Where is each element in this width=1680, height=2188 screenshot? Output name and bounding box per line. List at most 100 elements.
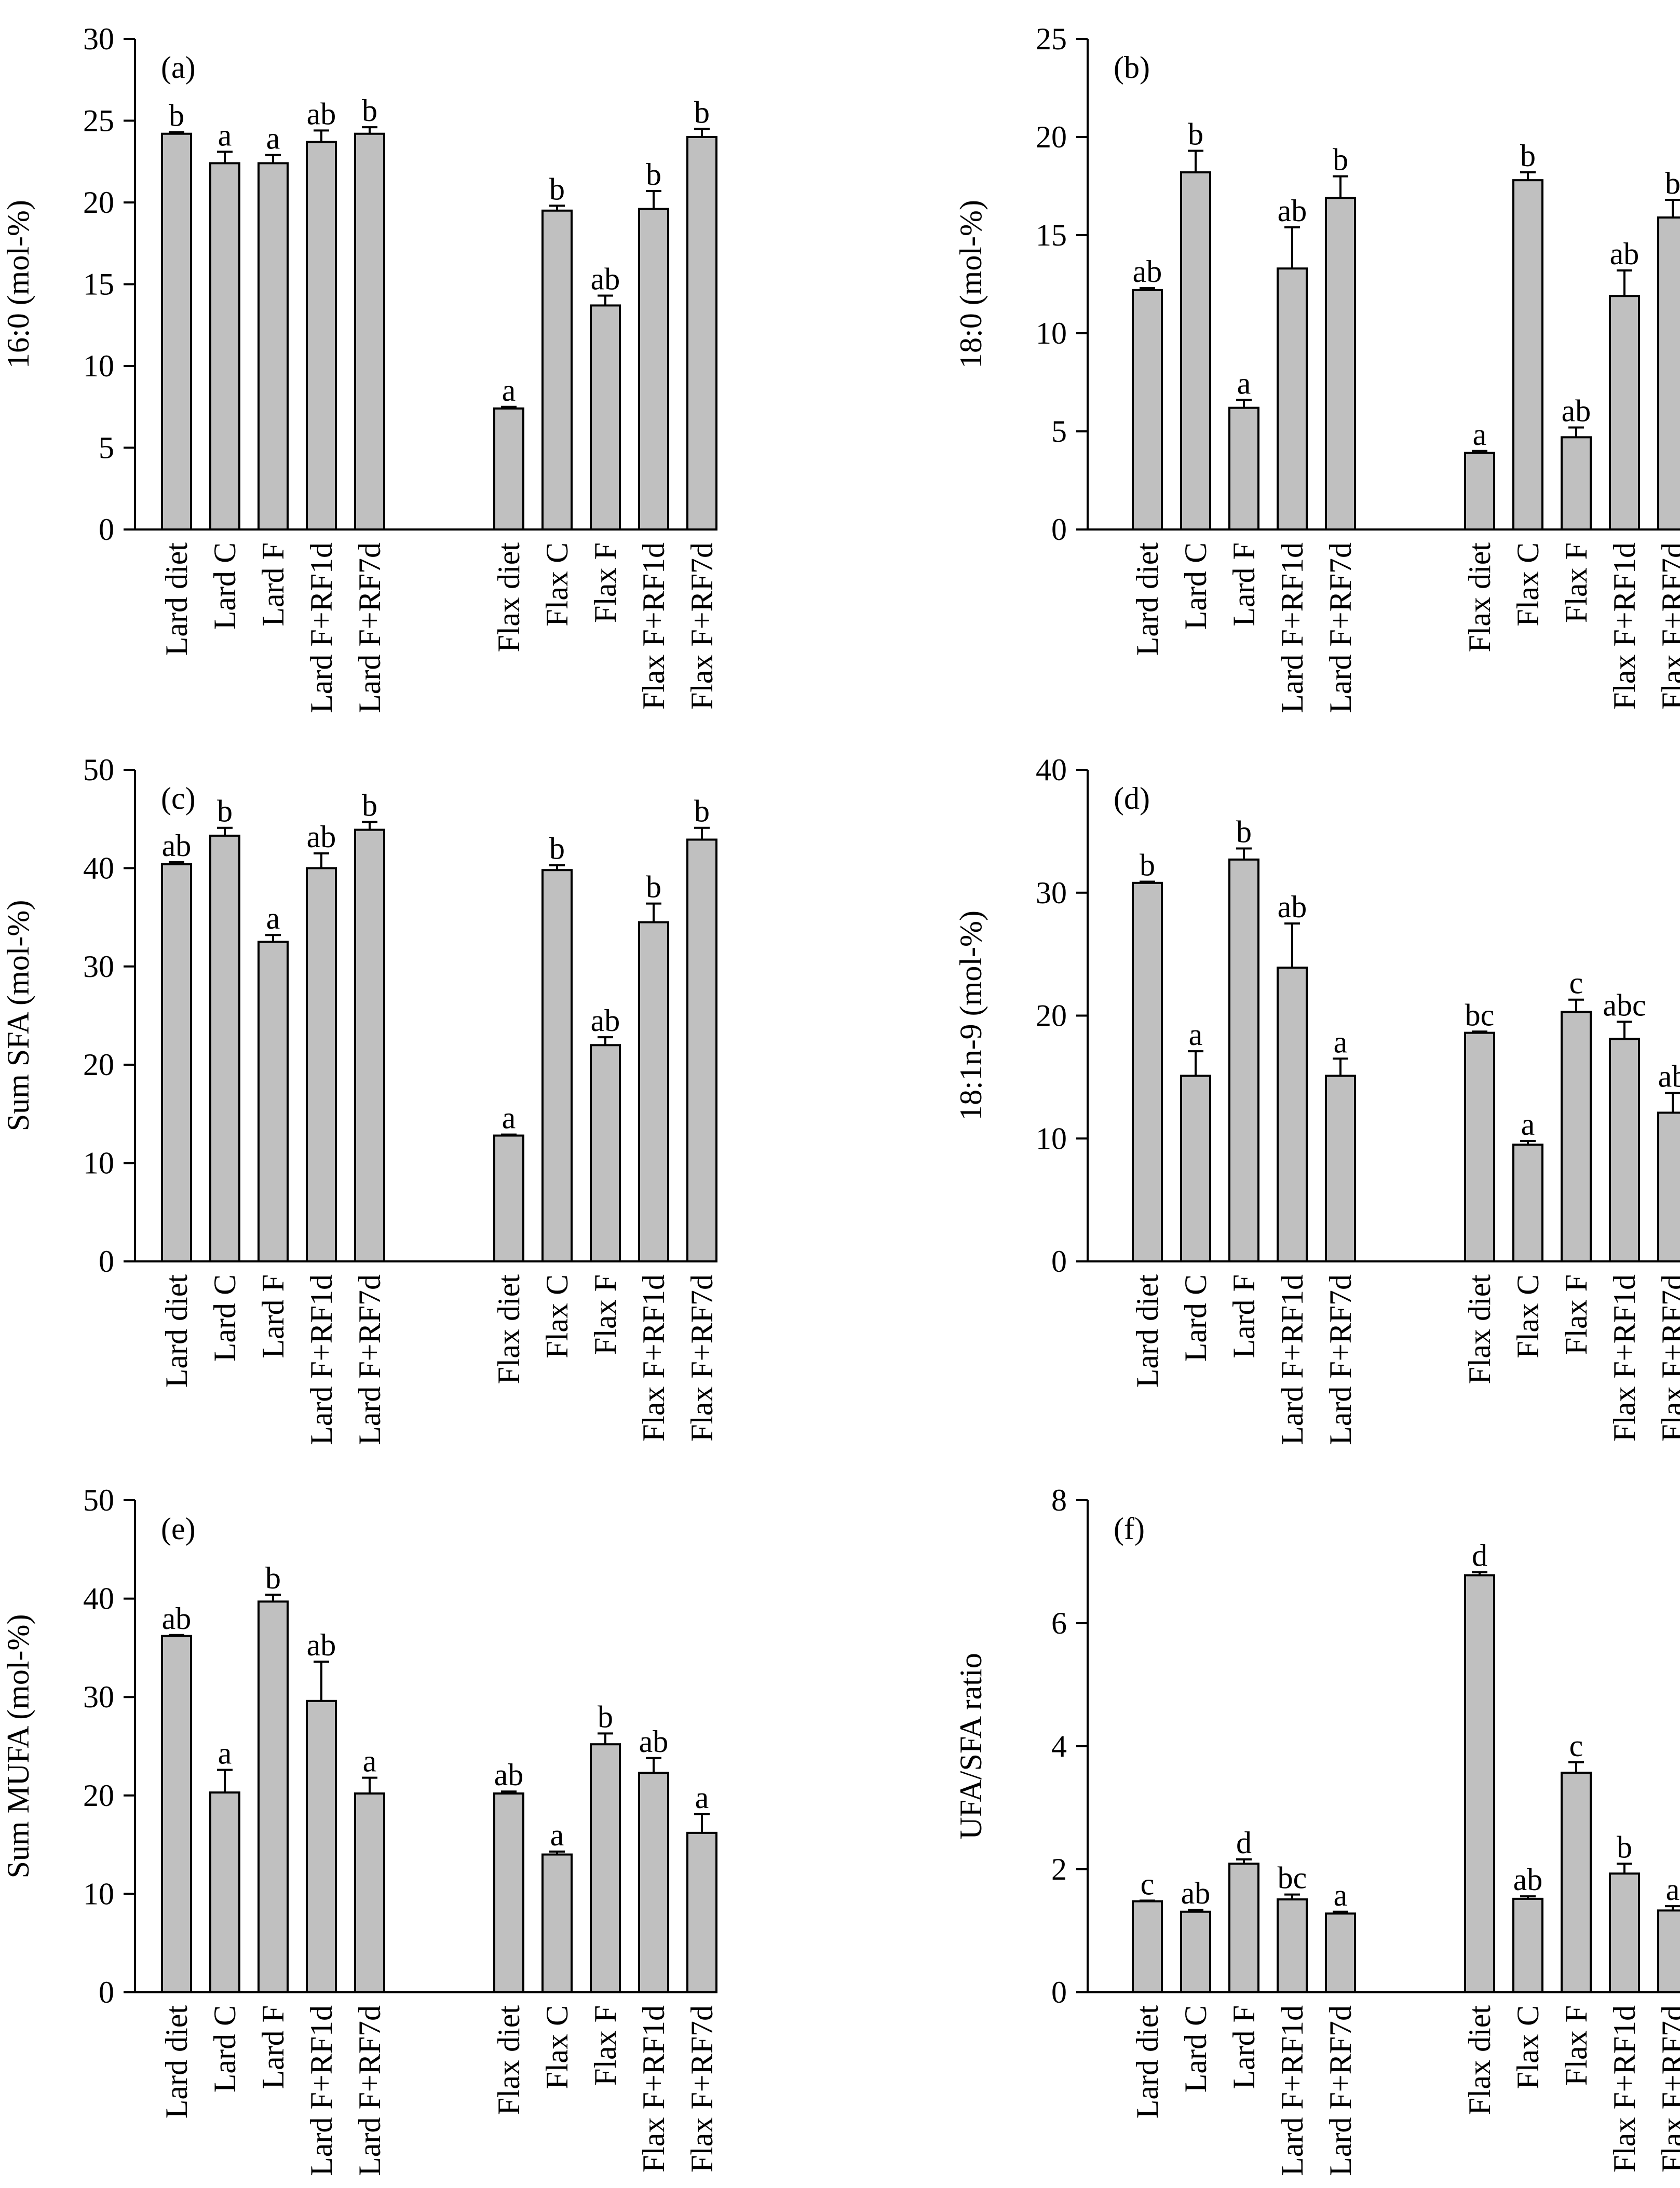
significance-label: b xyxy=(694,95,710,129)
bar xyxy=(1180,1075,1211,1263)
y-tick-label: 5 xyxy=(1051,414,1067,449)
x-tick-label: Lard F+RF7d xyxy=(1323,2005,1358,2176)
y-tick-label: 0 xyxy=(1051,512,1067,547)
significance-label: ab xyxy=(162,1601,192,1636)
y-tick-label: 0 xyxy=(99,1975,114,2009)
y-tick-label: 0 xyxy=(99,512,114,547)
panel-label: (e) xyxy=(161,1512,196,1546)
y-axis-title: 16:0 (mol-%) xyxy=(1,200,35,369)
x-tick-label: Flax F xyxy=(588,542,622,623)
significance-label: a xyxy=(1473,417,1487,452)
x-tick-label: Flax diet xyxy=(492,2005,526,2115)
bar xyxy=(1132,881,1163,1263)
y-tick-label: 5 xyxy=(99,431,114,465)
significance-label: a xyxy=(1237,366,1251,401)
significance-label: c xyxy=(1141,1867,1155,1901)
significance-label: b xyxy=(217,794,233,828)
bar xyxy=(1512,179,1543,531)
x-tick-label: Flax diet xyxy=(1462,1274,1497,1384)
significance-label: b xyxy=(646,870,661,904)
x-tick-label: Lard F+RF1d xyxy=(304,1274,338,1445)
y-tick-label: 50 xyxy=(83,753,114,787)
significance-label: bc xyxy=(1465,998,1495,1032)
significance-label: ab xyxy=(307,97,336,131)
significance-label: b xyxy=(362,788,377,822)
significance-label: ab xyxy=(639,1724,669,1759)
significance-label: a xyxy=(266,121,280,156)
significance-label: c xyxy=(1569,966,1583,1000)
x-tick-label: Flax F xyxy=(1559,2005,1593,2086)
significance-label: a xyxy=(695,1781,709,1815)
significance-label: ab xyxy=(307,1628,336,1662)
y-axis-title: 18:0 (mol-%) xyxy=(954,200,988,369)
bar xyxy=(306,867,337,1262)
bar xyxy=(161,1635,192,1993)
bar xyxy=(1657,1111,1680,1262)
y-tick-label: 10 xyxy=(1036,1121,1067,1156)
bar xyxy=(541,1853,573,1994)
y-tick-label: 10 xyxy=(1036,316,1067,350)
significance-label: ab xyxy=(307,820,336,854)
bar xyxy=(209,834,240,1262)
x-tick-label: Flax C xyxy=(540,1274,574,1358)
y-axis-title: Sum SFA (mol-%) xyxy=(1,900,35,1132)
significance-label: a xyxy=(1334,1878,1348,1912)
y-tick-label: 4 xyxy=(1051,1729,1067,1763)
bar xyxy=(1609,295,1640,531)
panel-label: (f) xyxy=(1114,1512,1145,1546)
x-tick-label: Lard diet xyxy=(159,2005,194,2119)
bar xyxy=(1180,1910,1211,1993)
x-tick-label: Lard diet xyxy=(159,1274,194,1388)
bar xyxy=(306,1700,337,1993)
y-tick-label: 2 xyxy=(1051,1852,1067,1886)
x-tick-label: Lard F+RF1d xyxy=(304,2005,338,2176)
bar xyxy=(1561,1771,1592,1994)
bar xyxy=(161,863,192,1262)
x-tick-label: Lard F+RF7d xyxy=(353,1274,387,1445)
x-tick-label: Flax diet xyxy=(492,1274,526,1384)
y-tick-label: 10 xyxy=(83,349,114,383)
x-tick-label: Lard diet xyxy=(1130,542,1164,656)
bar xyxy=(590,304,621,531)
x-tick-label: Flax C xyxy=(1511,2005,1545,2089)
y-tick-label: 8 xyxy=(1051,1483,1067,1517)
significance-label: d xyxy=(1236,1826,1252,1860)
y-tick-label: 30 xyxy=(1036,876,1067,910)
x-tick-label: Flax F+RF7d xyxy=(685,2005,719,2172)
panel-label: (a) xyxy=(161,50,196,85)
significance-label: b xyxy=(549,172,565,206)
bar xyxy=(1132,289,1163,531)
bar xyxy=(1228,1863,1259,1993)
y-tick-label: 10 xyxy=(83,1877,114,1911)
significance-label: b xyxy=(362,93,377,128)
significance-label: b xyxy=(1333,143,1348,177)
bar xyxy=(1325,1075,1356,1263)
significance-label: a xyxy=(266,901,280,935)
panel-label: (d) xyxy=(1114,781,1150,816)
x-tick-label: Flax F+RF7d xyxy=(685,1274,719,1442)
bar xyxy=(1277,967,1308,1262)
bar xyxy=(1180,171,1211,531)
y-tick-label: 30 xyxy=(83,1680,114,1714)
significance-label: b xyxy=(549,832,565,866)
x-tick-label: Flax diet xyxy=(1462,2005,1497,2115)
x-tick-label: Lard diet xyxy=(1130,1274,1164,1388)
significance-label: b xyxy=(1665,166,1680,200)
bar xyxy=(1228,406,1259,531)
significance-label: b xyxy=(265,1561,281,1595)
bar xyxy=(1325,1912,1356,1994)
x-tick-label: Lard diet xyxy=(159,542,194,656)
x-tick-label: Lard F+RF7d xyxy=(353,542,387,713)
significance-label: ab xyxy=(1610,237,1640,271)
significance-label: b xyxy=(694,794,710,828)
bar xyxy=(354,828,385,1263)
bar xyxy=(161,132,192,531)
x-tick-label: Flax F xyxy=(588,2005,622,2086)
significance-label: a xyxy=(363,1744,377,1778)
x-tick-label: Flax C xyxy=(1511,542,1545,627)
x-tick-label: Lard F+RF1d xyxy=(1275,542,1309,713)
x-tick-label: Lard F+RF7d xyxy=(1323,542,1358,713)
panel-label: (b) xyxy=(1114,50,1150,85)
